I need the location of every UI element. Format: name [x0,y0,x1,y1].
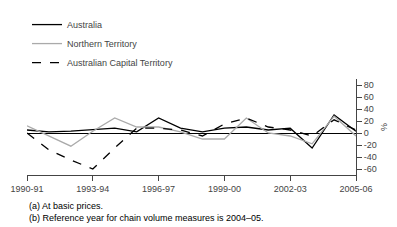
svg-text:20: 20 [364,116,374,126]
svg-text:Australian Capital Territory: Australian Capital Territory [67,58,173,68]
svg-text:40: 40 [364,104,374,114]
svg-text:(a) At basic prices.: (a) At basic prices. [29,201,103,211]
svg-text:Australia: Australia [67,20,102,30]
svg-text:%: % [379,123,389,131]
svg-text:2005-06: 2005-06 [339,184,372,194]
svg-text:1999-00: 1999-00 [208,184,241,194]
svg-text:1993-94: 1993-94 [76,184,109,194]
svg-text:80: 80 [364,80,374,90]
svg-text:1990-91: 1990-91 [10,184,43,194]
svg-text:Northern Territory: Northern Territory [67,39,137,49]
svg-text:-40: -40 [364,152,377,162]
svg-text:2002-03: 2002-03 [274,184,307,194]
svg-text:1996-97: 1996-97 [142,184,175,194]
svg-text:-60: -60 [364,164,377,174]
svg-text:(b) Reference year for chain v: (b) Reference year for chain volume meas… [29,213,264,223]
svg-text:-20: -20 [364,140,377,150]
svg-text:0: 0 [364,128,369,138]
svg-text:60: 60 [364,92,374,102]
